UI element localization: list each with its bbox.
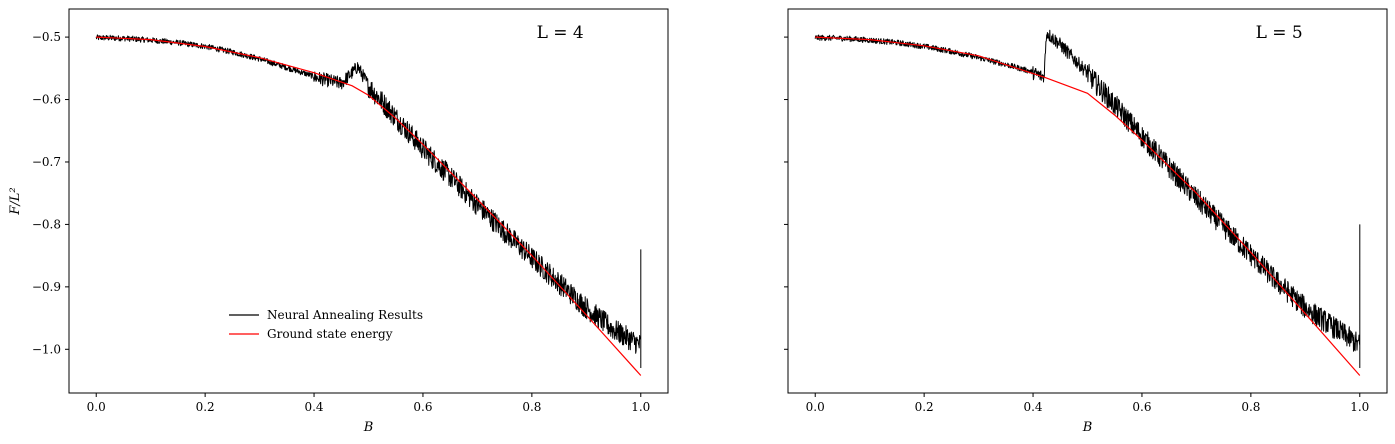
axes-frame	[68, 8, 669, 394]
x-axis-label: B	[1082, 420, 1093, 435]
y-tick-label: −0.9	[32, 280, 61, 294]
x-tick-label: 0.2	[915, 400, 934, 414]
x-tick-label: 0.6	[413, 400, 432, 414]
y-tick-label: −1.0	[32, 342, 61, 356]
x-tick-label: 0.0	[806, 400, 825, 414]
legend-entry: Neural Annealing Results	[267, 308, 423, 322]
x-axis-label: B	[363, 420, 374, 435]
series-ground-state-line	[815, 36, 1361, 376]
series-neural-annealing-line	[95, 34, 642, 368]
y-tick-label: −0.5	[32, 30, 61, 44]
panel-l5: 0.0 0.2 0.4 0.6 0.8 1.0 B L = 5	[784, 8, 1388, 435]
panel-l4: 0.0 0.2 0.4 0.6 0.8 1.0 −0.5 −0.6 −0.7 −0.8 −0.9 −1…	[8, 8, 669, 435]
x-tick-label: 0.0	[87, 400, 106, 414]
x-tick-label: 0.2	[196, 400, 215, 414]
x-tick-label: 0.4	[1023, 400, 1042, 414]
series-neural-annealing-line	[814, 29, 1361, 368]
legend: Neural Annealing Results Ground state ene…	[229, 308, 423, 341]
y-tick-label: −0.7	[32, 155, 61, 169]
panel-title: L = 4	[537, 23, 584, 43]
x-tick-label: 0.8	[522, 400, 541, 414]
legend-entry: Ground state energy	[267, 327, 393, 341]
y-axis-label: F/L²	[8, 187, 23, 215]
x-tick-label: 0.4	[304, 400, 323, 414]
panel-title: L = 5	[1256, 23, 1303, 43]
x-tick-label: 0.8	[1241, 400, 1260, 414]
x-tick-label: 0.6	[1132, 400, 1151, 414]
series-ground-state-line	[96, 36, 642, 376]
y-tick-label: −0.8	[32, 217, 61, 231]
x-tick-label: 1.0	[1350, 400, 1369, 414]
y-tick-label: −0.6	[32, 93, 61, 107]
axes-frame	[787, 8, 1388, 394]
x-tick-label: 1.0	[631, 400, 650, 414]
